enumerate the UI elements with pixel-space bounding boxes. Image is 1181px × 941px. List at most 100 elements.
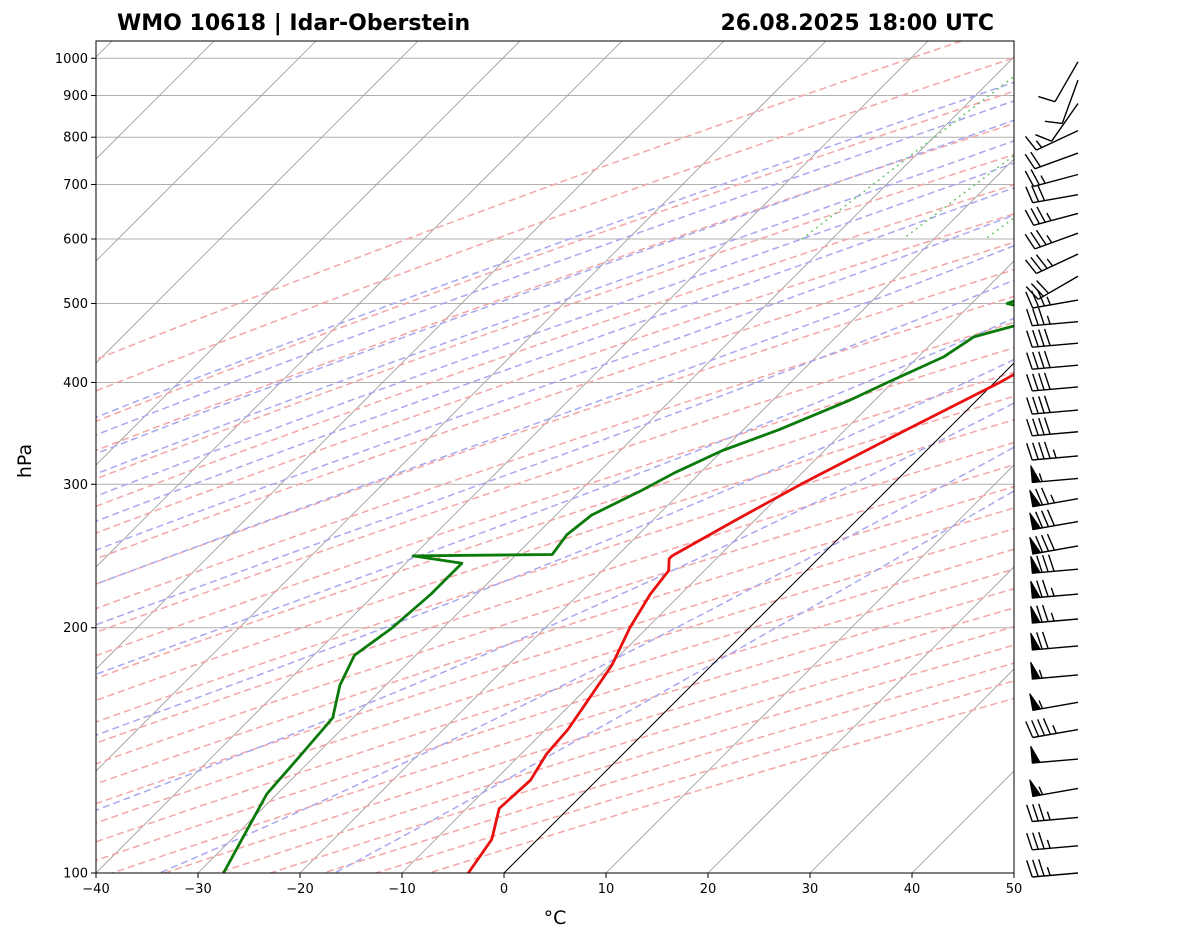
y-tick-label: 900 <box>63 89 88 104</box>
wind-barb-half-feather <box>1046 212 1052 222</box>
wind-barb-feather <box>1046 509 1056 526</box>
wind-barb-feather <box>1038 859 1045 877</box>
plot-frame <box>95 40 1015 874</box>
dry-adiabat-line <box>96 528 1014 824</box>
wind-barb <box>1025 275 1079 300</box>
wind-barb-shaft <box>1034 232 1079 250</box>
x-tick-label: 10 <box>598 882 615 897</box>
wind-barb-feather <box>1035 511 1044 529</box>
wind-barb <box>1030 745 1079 764</box>
wind-barb-shaft <box>1033 173 1079 188</box>
x-tick-label: −10 <box>388 882 415 897</box>
x-tick-label: 30 <box>802 882 819 897</box>
wind-barb-feather <box>1043 441 1051 459</box>
wind-barb-flag <box>1030 580 1041 599</box>
wind-barb <box>1026 395 1079 415</box>
wind-barb <box>1025 718 1079 739</box>
wind-barb-half-feather <box>1046 811 1051 821</box>
wind-barb-shaft <box>1037 275 1079 300</box>
wind-barb <box>1026 803 1079 823</box>
wind-barb-feather <box>1038 417 1045 435</box>
wind-barb-feather <box>1038 831 1045 849</box>
isotherm-line <box>96 41 521 466</box>
wind-barb-feather <box>1030 208 1041 225</box>
moist-adiabat-line <box>96 100 1014 436</box>
wind-barb-feather <box>1041 604 1049 622</box>
dry-adiabat-line <box>96 241 1014 560</box>
y-tick-label: 500 <box>63 297 88 312</box>
isotherm-line <box>707 566 1014 873</box>
wind-barb-shaft <box>1036 130 1079 151</box>
wind-barb-feather <box>1032 373 1039 391</box>
wind-barb-feather <box>1038 351 1045 369</box>
x-tick-label: −20 <box>286 882 313 897</box>
wind-barb-half-feather <box>1046 235 1053 244</box>
moist-adiabat-line <box>96 244 1014 585</box>
wind-barb-feather <box>1043 328 1051 346</box>
wind-barb-feather <box>1038 373 1045 391</box>
wind-barb-feather <box>1026 832 1033 851</box>
wind-barb-feather <box>1036 184 1046 201</box>
dry-adiabat-line <box>96 464 1014 765</box>
wind-barb <box>1030 631 1079 651</box>
wind-barb <box>1026 307 1079 327</box>
wind-barb-half-feather <box>1040 175 1046 184</box>
wind-barb-feather <box>1025 186 1034 203</box>
wind-barb <box>1029 487 1079 508</box>
x-tick-label: 0 <box>500 882 508 897</box>
isotherm-line <box>96 41 317 262</box>
wind-barb-shaft <box>1032 364 1079 370</box>
wind-barb-flag <box>1030 745 1041 764</box>
wind-barb-feather <box>1026 860 1033 878</box>
moist-adiabat-line <box>96 140 1014 475</box>
wind-barb-feather <box>1038 329 1045 347</box>
wind-barb-feather <box>1040 534 1050 552</box>
wind-barb <box>1029 779 1079 798</box>
dry-adiabat-line <box>96 41 962 361</box>
dry-adiabat-line <box>96 371 1014 680</box>
y-tick-label: 600 <box>63 233 88 248</box>
wind-barb-feather <box>1030 231 1041 248</box>
wind-barb-feather <box>1030 283 1044 297</box>
wind-barb-feather <box>1036 632 1043 650</box>
wind-barb-feather <box>1038 442 1045 460</box>
wind-barb-flag <box>1029 693 1042 711</box>
y-tick-label: 400 <box>63 376 88 391</box>
wind-barb <box>1029 693 1079 711</box>
wind-barb-half-feather <box>1046 315 1051 325</box>
wind-barb-feather <box>1047 554 1055 572</box>
y-axis-label: hPa <box>14 444 36 478</box>
x-tick-label: −30 <box>184 882 211 897</box>
wind-barb-feather <box>1036 605 1043 623</box>
wind-barb-feather <box>1026 330 1033 348</box>
wind-barb-flag <box>1030 632 1041 651</box>
wind-barb-feather <box>1032 351 1039 369</box>
wind-barb-shaft <box>1051 103 1079 142</box>
wind-barb-shaft <box>1032 728 1079 739</box>
dry-adiabat-line <box>96 57 1014 392</box>
chart-title-station: WMO 10618 | Idar-Oberstein <box>117 11 470 36</box>
wind-barb-half-feather <box>1038 473 1043 482</box>
wind-barb-feather <box>1040 487 1050 505</box>
wind-barb <box>1030 579 1079 599</box>
wind-barb <box>1024 229 1079 250</box>
dry-adiabat-line <box>96 346 1014 657</box>
wind-barb <box>1038 61 1079 103</box>
wind-barb-feather <box>1024 153 1036 170</box>
wind-barb-feather <box>1035 229 1047 246</box>
wind-barb-feather <box>1025 291 1034 309</box>
moist-adiabat-line <box>96 279 1014 626</box>
wind-barb-feather <box>1026 443 1033 461</box>
moist-adiabats <box>96 81 1014 873</box>
moist-adiabat-line <box>96 81 1014 419</box>
wind-barb-half-feather <box>1046 296 1052 306</box>
wind-barb-feather <box>1041 579 1049 597</box>
wind-barb-feather <box>1032 859 1039 877</box>
wind-barb-shaft <box>1054 61 1079 103</box>
isotherm-line <box>96 41 623 568</box>
wind-barb-feather <box>1046 533 1056 551</box>
wind-barb-feather <box>1036 280 1050 294</box>
wind-barb-feather <box>1032 804 1039 822</box>
wind-barb <box>1035 103 1079 142</box>
